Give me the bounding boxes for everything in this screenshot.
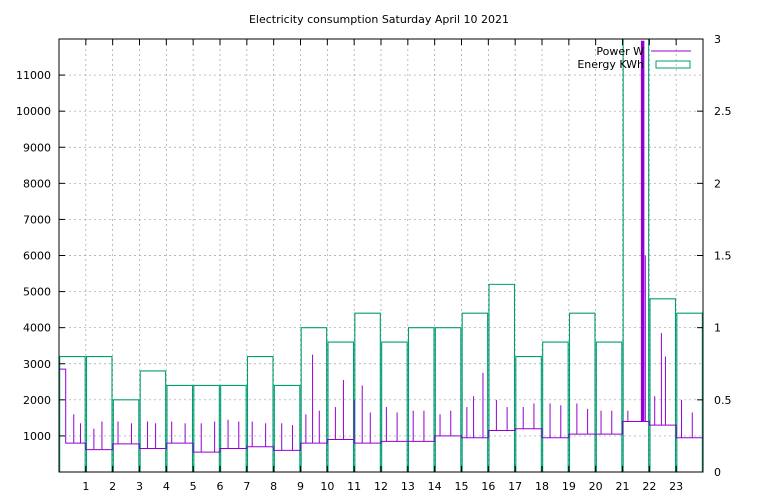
- y-tick-label: 10000: [16, 105, 51, 118]
- energy-box: [407, 327, 435, 472]
- y2-tick-label: 1.5: [714, 250, 732, 263]
- y2-tick-label: 3: [714, 33, 721, 46]
- energy-box: [461, 312, 489, 472]
- x-tick-label: 23: [669, 480, 683, 493]
- energy-box: [542, 341, 569, 472]
- y-tick-label: 8000: [23, 177, 51, 190]
- y-tick-label: 2000: [23, 394, 51, 407]
- y-tick-label: 6000: [23, 250, 51, 263]
- energy-box: [595, 341, 623, 472]
- legend: Power W Energy KWh: [577, 45, 691, 71]
- energy-box: [676, 312, 703, 472]
- x-tick-label: 19: [562, 480, 576, 493]
- x-tick-label: 20: [589, 480, 603, 493]
- y2-tick-label: 2.5: [714, 105, 732, 118]
- y-tick-label: 1000: [23, 430, 51, 443]
- x-tick-label: 14: [428, 480, 442, 493]
- y-tick-label: 11000: [16, 69, 51, 82]
- energy-box: [515, 355, 542, 472]
- x-tick-label: 11: [347, 480, 361, 493]
- energy-box: [327, 341, 355, 472]
- x-tick-label: 16: [481, 480, 495, 493]
- x-tick-label: 21: [616, 480, 630, 493]
- grid-layer: [59, 39, 703, 472]
- energy-box: [112, 399, 140, 472]
- x-tick-label: 17: [508, 480, 522, 493]
- x-tick-label: 2: [109, 480, 116, 493]
- x-tick-label: 8: [270, 480, 277, 493]
- energy-series-layer: [59, 38, 703, 472]
- energy-box: [434, 327, 462, 472]
- y2-tick-label: 1: [714, 322, 721, 335]
- y-tick-label: 3000: [23, 358, 51, 371]
- x-tick-label: 10: [320, 480, 334, 493]
- energy-box: [59, 355, 86, 472]
- x-tick-label: 12: [374, 480, 388, 493]
- x-tick-label: 13: [401, 480, 415, 493]
- energy-box: [273, 384, 301, 472]
- energy-box: [166, 384, 194, 472]
- y2-tick-label: 2: [714, 177, 721, 190]
- energy-box: [246, 355, 274, 472]
- energy-box: [488, 283, 516, 472]
- power-series-layer: [59, 40, 703, 453]
- y-tick-label: 4000: [23, 322, 51, 335]
- energy-box: [300, 327, 328, 472]
- energy-box: [139, 370, 167, 472]
- chart-title: Electricity consumption Saturday April 1…: [249, 13, 509, 26]
- x-tick-label: 18: [535, 480, 549, 493]
- x-tick-label: 22: [642, 480, 656, 493]
- y2-tick-label: 0.5: [714, 394, 732, 407]
- x-tick-label: 15: [455, 480, 469, 493]
- x-tick-label: 1: [82, 480, 89, 493]
- x-tick-label: 7: [243, 480, 250, 493]
- y-tick-label: 7000: [23, 213, 51, 226]
- energy-box: [381, 341, 408, 472]
- energy-box: [220, 384, 247, 472]
- energy-box: [193, 384, 220, 472]
- energy-box: [649, 298, 677, 472]
- energy-box: [354, 312, 381, 472]
- y-tick-label: 5000: [23, 286, 51, 299]
- energy-box: [85, 355, 113, 472]
- x-tick-label: 5: [190, 480, 197, 493]
- x-tick-label: 6: [217, 480, 224, 493]
- legend-sample-energy: [655, 60, 691, 69]
- y2-tick-label: 0: [714, 466, 721, 479]
- x-tick-label: 9: [297, 480, 304, 493]
- x-tick-label: 4: [163, 480, 170, 493]
- legend-label-power: Power W: [596, 45, 644, 58]
- energy-box: [568, 312, 596, 472]
- axis-layer: 1 2 3 4 5 6 7 8 9 10 11 12 13 14 15 16 17 18 19 20 21 22 23100…: [16, 33, 732, 493]
- legend-label-energy: Energy KWh: [577, 58, 644, 71]
- x-tick-label: 3: [136, 480, 143, 493]
- y-tick-label: 9000: [23, 141, 51, 154]
